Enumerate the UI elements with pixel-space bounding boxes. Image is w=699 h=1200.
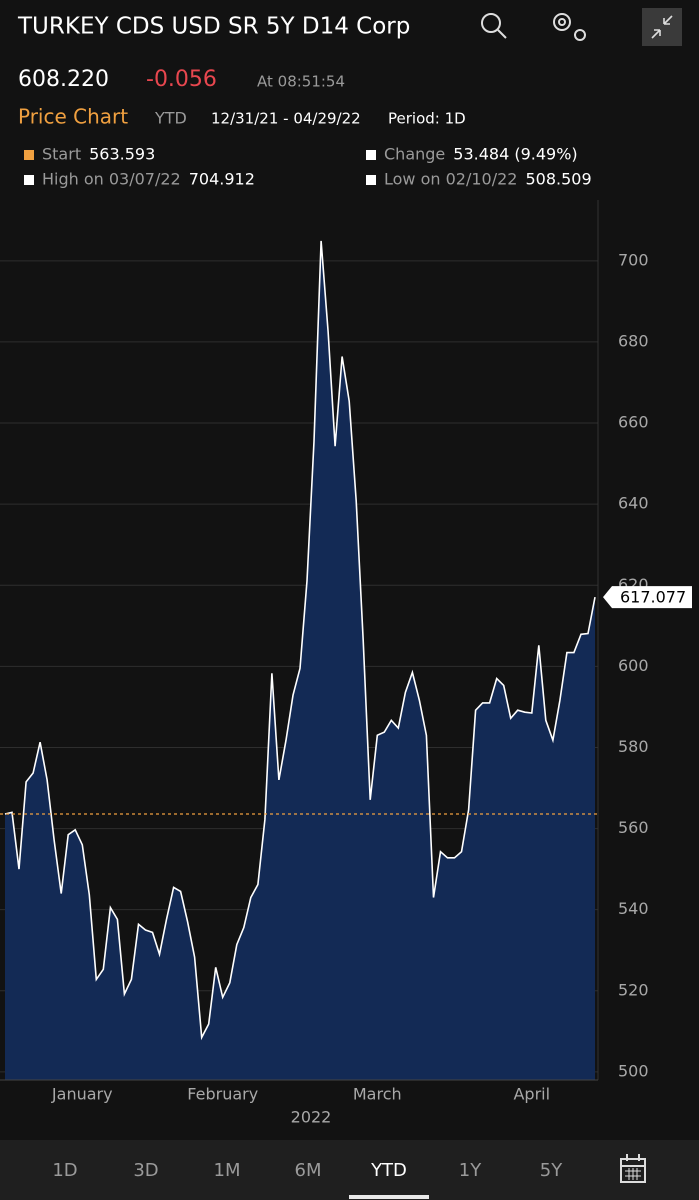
stat-marker bbox=[24, 175, 34, 185]
y-tick-label: 580 bbox=[618, 737, 649, 756]
last-value-box bbox=[603, 586, 692, 609]
stat-label: Change bbox=[384, 145, 445, 164]
security-title: TURKEY CDS USD SR 5Y D14 Corp bbox=[17, 14, 410, 40]
tab-bar bbox=[0, 1140, 699, 1200]
stat-value: 508.509 bbox=[525, 170, 591, 189]
stat-value: 704.912 bbox=[189, 170, 255, 189]
calendar-icon[interactable] bbox=[620, 1154, 646, 1183]
stat-marker bbox=[366, 175, 376, 185]
stat-value: 563.593 bbox=[89, 145, 155, 164]
x-tick-label: January bbox=[51, 1085, 113, 1104]
stat-marker bbox=[366, 150, 376, 160]
stat-label: Start bbox=[42, 145, 81, 164]
price: 608.220 bbox=[18, 67, 109, 92]
stat-value: 53.484 (9.49%) bbox=[453, 145, 577, 164]
timestamp: At 08:51:54 bbox=[257, 73, 345, 91]
y-tick-label: 600 bbox=[618, 656, 649, 675]
price-line bbox=[4, 240, 596, 1041]
selected-tab-underline bbox=[349, 1195, 429, 1199]
y-tick-label: 700 bbox=[618, 250, 649, 269]
stat-label: Low on 02/10/22 bbox=[384, 170, 517, 189]
y-tick-label: 560 bbox=[618, 818, 649, 837]
y-tick-label: 640 bbox=[618, 494, 649, 513]
y-tick-label: 500 bbox=[618, 1061, 649, 1080]
range-tab[interactable]: YTD bbox=[370, 1160, 407, 1181]
search-icon[interactable] bbox=[481, 13, 507, 39]
last-value-label: 617.077 bbox=[620, 588, 686, 607]
range-tab[interactable]: 3D bbox=[133, 1160, 158, 1181]
date-range: 12/31/21 - 04/29/22 bbox=[211, 110, 361, 128]
range-tab[interactable]: 5Y bbox=[540, 1160, 563, 1181]
area-fill bbox=[5, 240, 595, 1080]
collapse-button[interactable] bbox=[642, 8, 682, 46]
settings-icon[interactable] bbox=[553, 13, 586, 41]
range-tab[interactable]: 6M bbox=[295, 1160, 322, 1181]
period: Period: 1D bbox=[388, 110, 466, 128]
range-tab[interactable]: 1D bbox=[52, 1160, 77, 1181]
stat-label: High on 03/07/22 bbox=[42, 170, 181, 189]
y-tick-label: 680 bbox=[618, 331, 649, 350]
range-tab[interactable]: 1M bbox=[214, 1160, 241, 1181]
range: YTD bbox=[154, 109, 187, 128]
y-tick-label: 540 bbox=[618, 899, 649, 918]
y-tick-label: 520 bbox=[618, 980, 649, 999]
price-change: -0.056 bbox=[146, 67, 217, 92]
y-tick-label: 660 bbox=[618, 413, 649, 432]
chart-name: Price Chart bbox=[18, 105, 128, 129]
x-tick-label: March bbox=[353, 1085, 402, 1104]
x-year-label: 2022 bbox=[291, 1108, 332, 1127]
x-tick-label: April bbox=[513, 1085, 550, 1104]
range-tab[interactable]: 1Y bbox=[459, 1160, 482, 1181]
x-tick-label: February bbox=[187, 1085, 258, 1104]
stat-marker bbox=[24, 150, 34, 160]
